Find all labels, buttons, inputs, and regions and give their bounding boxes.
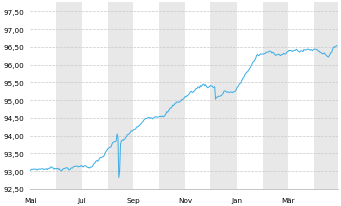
Bar xyxy=(56,4,82,189)
Bar xyxy=(159,4,185,189)
Bar xyxy=(314,4,338,189)
Bar xyxy=(108,4,133,189)
Bar xyxy=(263,4,288,189)
Bar xyxy=(210,4,237,189)
